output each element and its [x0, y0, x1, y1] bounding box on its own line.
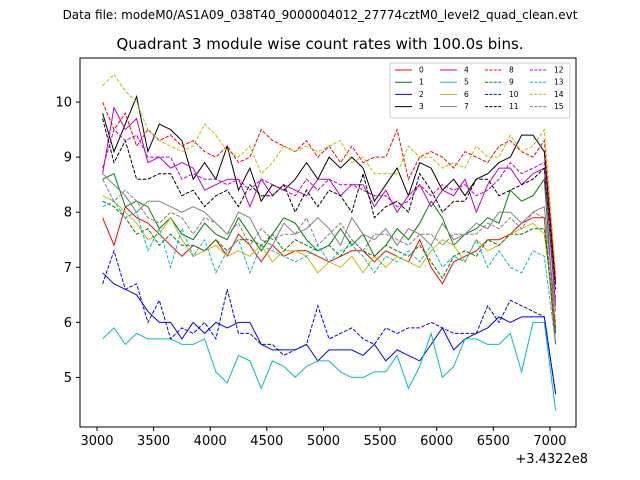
x-tick-label: 5000: [307, 434, 340, 449]
series-line-1: [102, 173, 557, 334]
legend-label: 0: [419, 66, 424, 75]
x-axis-offset-label: +3.4322e8: [515, 452, 588, 467]
series-line-6: [102, 195, 557, 323]
legend-label: 6: [464, 90, 469, 99]
x-tick-label: 6000: [420, 434, 453, 449]
plot-frame: [79, 57, 577, 428]
series-layer: [102, 73, 557, 411]
legend-label: 1: [419, 78, 424, 87]
data-file-label: Data file: modeM0/AS1A09_038T40_90000040…: [62, 8, 578, 22]
legend-label: 13: [554, 78, 564, 87]
x-tick-label: 4000: [194, 434, 227, 449]
series-line-15: [102, 178, 557, 323]
series-line-11: [102, 118, 557, 290]
series-line-10: [102, 249, 557, 395]
y-tick-label: 7: [64, 261, 72, 276]
legend-label: 15: [554, 102, 564, 111]
x-tick-label: 3500: [137, 434, 170, 449]
chart-title: Quadrant 3 module wise count rates with …: [116, 35, 524, 53]
legend-label: 8: [509, 66, 514, 75]
legend-label: 7: [464, 102, 469, 111]
y-tick-label: 10: [55, 96, 72, 111]
legend-label: 3: [419, 102, 424, 111]
x-tick-label: 4500: [250, 434, 283, 449]
series-line-2: [102, 272, 557, 395]
series-line-14: [102, 73, 557, 273]
series-line-3: [102, 94, 557, 284]
legend-label: 10: [509, 90, 519, 99]
series-line-12: [102, 128, 557, 301]
series-line-7: [102, 173, 557, 312]
legend-label: 11: [509, 102, 519, 111]
legend-label: 2: [419, 90, 424, 99]
y-tick-label: 8: [64, 206, 72, 221]
legend-label: 12: [554, 66, 564, 75]
series-line-9: [102, 200, 557, 328]
legend-label: 9: [509, 78, 514, 87]
x-tick-label: 6500: [477, 434, 510, 449]
legend-box: [389, 62, 571, 119]
series-line-5: [102, 321, 557, 411]
y-tick-label: 9: [64, 151, 72, 166]
legend-label: 14: [554, 90, 564, 99]
x-tick-label: 5500: [364, 434, 397, 449]
series-line-0: [102, 205, 557, 345]
x-tick-label: 3000: [80, 434, 113, 449]
y-ticks: 5 6 7 8 9 10: [55, 96, 80, 386]
series-line-13: [102, 200, 557, 345]
y-tick-label: 5: [64, 371, 72, 386]
y-tick-label: 6: [64, 316, 72, 331]
legend-label: 5: [464, 78, 469, 87]
x-ticks: 3000 3500 4000 4500 5000 5500 6000 6500 7000: [80, 427, 567, 449]
legend-label: 4: [464, 66, 469, 75]
x-tick-label: 7000: [533, 434, 566, 449]
